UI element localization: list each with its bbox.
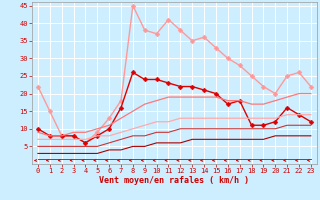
- X-axis label: Vent moyen/en rafales ( km/h ): Vent moyen/en rafales ( km/h ): [100, 176, 249, 185]
